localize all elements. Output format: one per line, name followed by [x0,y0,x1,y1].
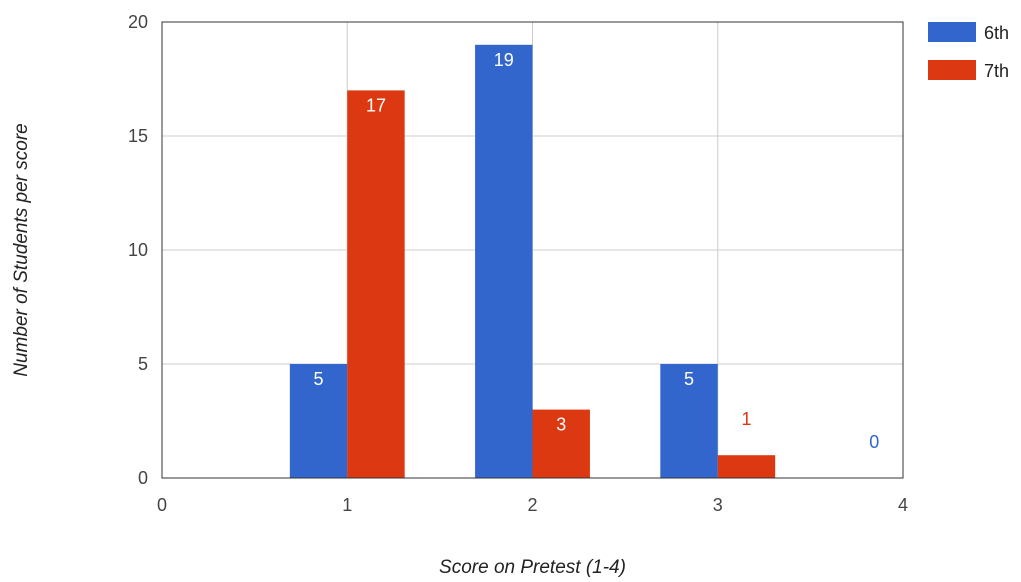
y-tick-label: 5 [138,354,148,374]
bars [289,44,776,479]
y-axis-title: Number of Students per score [11,123,32,376]
x-tick-label: 3 [713,495,723,515]
data-label: 0 [869,432,879,452]
y-tick-label: 10 [128,240,148,260]
legend-swatch-7th [928,60,976,80]
plot-frame [161,21,904,479]
data-label: 17 [366,95,386,115]
y-tick-label: 15 [128,126,148,146]
legend-label-7th: 7th [984,61,1009,81]
bar-6th-3 [660,364,718,478]
data-label: 1 [741,409,751,429]
data-label: 5 [314,369,324,389]
bar-6th-2 [475,44,533,479]
data-label: 5 [684,369,694,389]
bar-7th-1 [347,90,405,479]
x-tick-label: 1 [342,495,352,515]
bar-7th-2 [532,409,590,478]
x-tick-label: 2 [527,495,537,515]
bar-6th-1 [289,364,348,478]
x-tick-label: 0 [157,495,167,515]
x-tick-label: 4 [898,495,908,515]
y-tick-label: 20 [128,12,148,32]
data-label: 3 [556,415,566,435]
legend-swatch-6th [928,22,976,42]
data-label: 19 [494,50,514,70]
legend: 6th 7th [928,22,1009,81]
data-labels: 5 17 19 3 5 1 0 [314,50,880,452]
bar-7th-3 [717,455,776,478]
y-tick-label: 0 [138,468,148,488]
x-axis-title: Score on Pretest (1-4) [439,557,626,578]
legend-label-6th: 6th [984,23,1009,43]
